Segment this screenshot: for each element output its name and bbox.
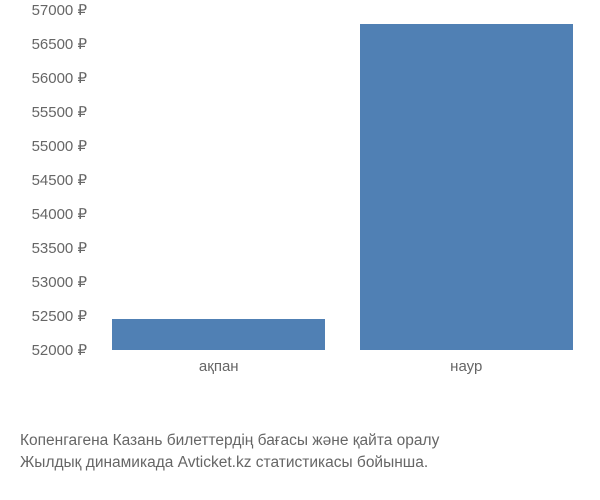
caption-line-1: Копенгагена Казань билеттердің бағасы жә…: [20, 430, 600, 452]
plot-area: [95, 10, 590, 350]
y-tick-label: 57000 ₽: [32, 1, 87, 19]
y-tick-label: 53000 ₽: [32, 273, 87, 291]
y-tick-label: 53500 ₽: [32, 239, 87, 257]
y-tick-label: 55500 ₽: [32, 103, 87, 121]
x-axis: ақпан наур: [95, 358, 590, 388]
y-tick-label: 56000 ₽: [32, 69, 87, 87]
x-tick-label: наур: [450, 358, 482, 375]
y-tick-label: 54500 ₽: [32, 171, 87, 189]
y-tick-label: 52500 ₽: [32, 307, 87, 325]
y-tick-label: 56500 ₽: [32, 35, 87, 53]
y-axis: 52000 ₽ 52500 ₽ 53000 ₽ 53500 ₽ 54000 ₽ 54500…: [0, 10, 95, 380]
y-tick-label: 54000 ₽: [32, 205, 87, 223]
bar: [112, 319, 325, 350]
chart-caption: Копенгагена Казань билеттердің бағасы жә…: [20, 430, 600, 475]
y-tick-label: 55000 ₽: [32, 137, 87, 155]
x-tick-label: ақпан: [199, 358, 239, 375]
y-tick-label: 52000 ₽: [32, 341, 87, 359]
price-chart: 52000 ₽ 52500 ₽ 53000 ₽ 53500 ₽ 54000 ₽ 54500…: [0, 10, 600, 410]
bar: [360, 24, 573, 350]
caption-line-2: Жылдық динамикада Avticket.kz статистика…: [20, 452, 600, 474]
